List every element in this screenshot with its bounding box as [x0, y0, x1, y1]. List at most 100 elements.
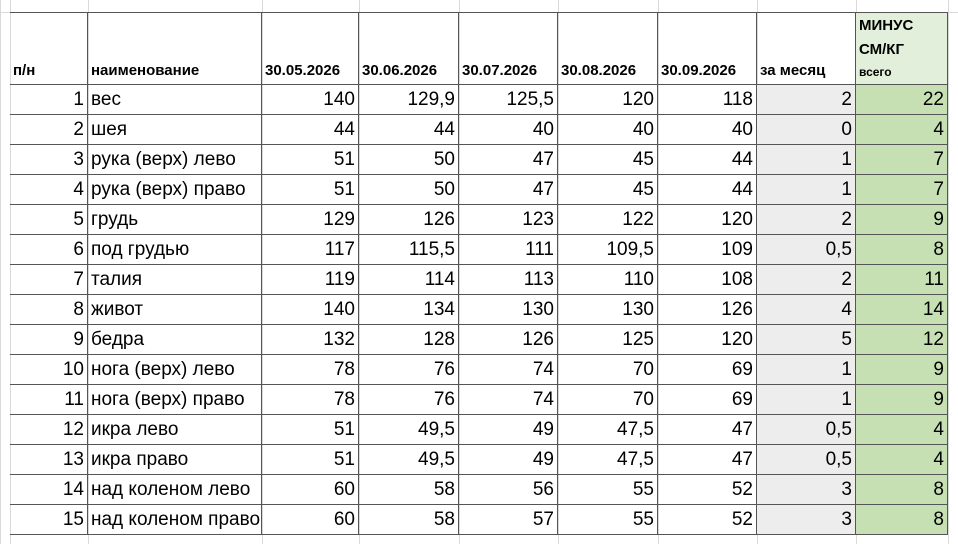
name-cell: рука (верх) лево	[88, 145, 262, 175]
value-cell: 52	[658, 505, 757, 535]
value-cell: 40	[558, 115, 658, 145]
name-cell: шея	[88, 115, 262, 145]
value-cell: 55	[558, 505, 658, 535]
grid-line	[0, 0, 1, 544]
value-cell: 120	[658, 325, 757, 355]
header-text: 30.07.2026	[462, 62, 538, 79]
value-cell: 44	[359, 115, 459, 145]
header-cell: 30.06.2026	[359, 12, 459, 85]
value-cell: 119	[262, 265, 359, 295]
header-cell: наименование	[88, 12, 262, 85]
value-cell: 8	[856, 235, 948, 265]
header-cell: за месяц	[757, 12, 856, 85]
value-cell: 122	[558, 205, 658, 235]
header-text: за месяц	[760, 62, 826, 79]
value-cell: 7	[856, 145, 948, 175]
name-cell: бедра	[88, 325, 262, 355]
value-cell: 47	[658, 415, 757, 445]
value-cell: 9	[856, 355, 948, 385]
value-cell: 5	[10, 205, 88, 235]
header-text: п/н	[13, 62, 36, 79]
header-text: 30.06.2026	[362, 62, 438, 79]
value-cell: 56	[459, 475, 558, 505]
header-text: СМ/КГ	[859, 41, 904, 58]
name-cell: икра лево	[88, 415, 262, 445]
value-cell: 14	[10, 475, 88, 505]
value-cell: 109	[658, 235, 757, 265]
header-cell: 30.05.2026	[262, 12, 359, 85]
value-cell: 120	[558, 85, 658, 115]
value-cell: 44	[262, 115, 359, 145]
value-cell: 126	[359, 205, 459, 235]
name-cell: талия	[88, 265, 262, 295]
name-cell: над коленом лево	[88, 475, 262, 505]
value-cell: 78	[262, 355, 359, 385]
grid-line	[948, 0, 949, 544]
value-cell: 11	[856, 265, 948, 295]
header-text: 30.05.2026	[265, 62, 341, 79]
value-cell: 2	[757, 265, 856, 295]
value-cell: 1	[757, 355, 856, 385]
value-cell: 125,5	[459, 85, 558, 115]
value-cell: 1	[757, 175, 856, 205]
value-cell: 10	[10, 355, 88, 385]
value-cell: 47	[459, 145, 558, 175]
value-cell: 109,5	[558, 235, 658, 265]
value-cell: 70	[558, 385, 658, 415]
value-cell: 51	[262, 145, 359, 175]
name-cell: живот	[88, 295, 262, 325]
value-cell: 49	[459, 445, 558, 475]
value-cell: 60	[262, 505, 359, 535]
value-cell: 69	[658, 355, 757, 385]
value-cell: 0	[757, 115, 856, 145]
value-cell: 7	[856, 175, 948, 205]
value-cell: 76	[359, 355, 459, 385]
value-cell: 58	[359, 505, 459, 535]
value-cell: 120	[658, 205, 757, 235]
value-cell: 49,5	[359, 415, 459, 445]
header-text: 30.09.2026	[661, 62, 737, 79]
value-cell: 4	[856, 445, 948, 475]
value-cell: 8	[10, 295, 88, 325]
value-cell: 126	[459, 325, 558, 355]
value-cell: 4	[856, 115, 948, 145]
value-cell: 2	[757, 205, 856, 235]
value-cell: 3	[757, 505, 856, 535]
value-cell: 111	[459, 235, 558, 265]
value-cell: 129,9	[359, 85, 459, 115]
value-cell: 7	[10, 265, 88, 295]
value-cell: 74	[459, 355, 558, 385]
grid-line	[262, 0, 263, 544]
value-cell: 113	[459, 265, 558, 295]
grid-line	[658, 0, 659, 544]
value-cell: 51	[262, 415, 359, 445]
value-cell: 40	[459, 115, 558, 145]
value-cell: 118	[658, 85, 757, 115]
value-cell: 49	[459, 415, 558, 445]
header-cell: МИНУС СМ/КГ всего	[856, 12, 948, 85]
value-cell: 52	[658, 475, 757, 505]
name-cell: икра право	[88, 445, 262, 475]
name-cell: рука (верх) право	[88, 175, 262, 205]
value-cell: 76	[359, 385, 459, 415]
value-cell: 117	[262, 235, 359, 265]
value-cell: 134	[359, 295, 459, 325]
name-cell: грудь	[88, 205, 262, 235]
value-cell: 22	[856, 85, 948, 115]
value-cell: 6	[10, 235, 88, 265]
value-cell: 0,5	[757, 235, 856, 265]
header-text: наименование	[91, 62, 200, 79]
value-cell: 58	[359, 475, 459, 505]
value-cell: 55	[558, 475, 658, 505]
value-cell: 3	[757, 475, 856, 505]
value-cell: 130	[459, 295, 558, 325]
value-cell: 74	[459, 385, 558, 415]
value-cell: 110	[558, 265, 658, 295]
grid-line	[359, 0, 360, 544]
grid-line	[459, 0, 460, 544]
name-cell: вес	[88, 85, 262, 115]
value-cell: 13	[10, 445, 88, 475]
grid-line	[558, 0, 559, 544]
value-cell: 15	[10, 505, 88, 535]
